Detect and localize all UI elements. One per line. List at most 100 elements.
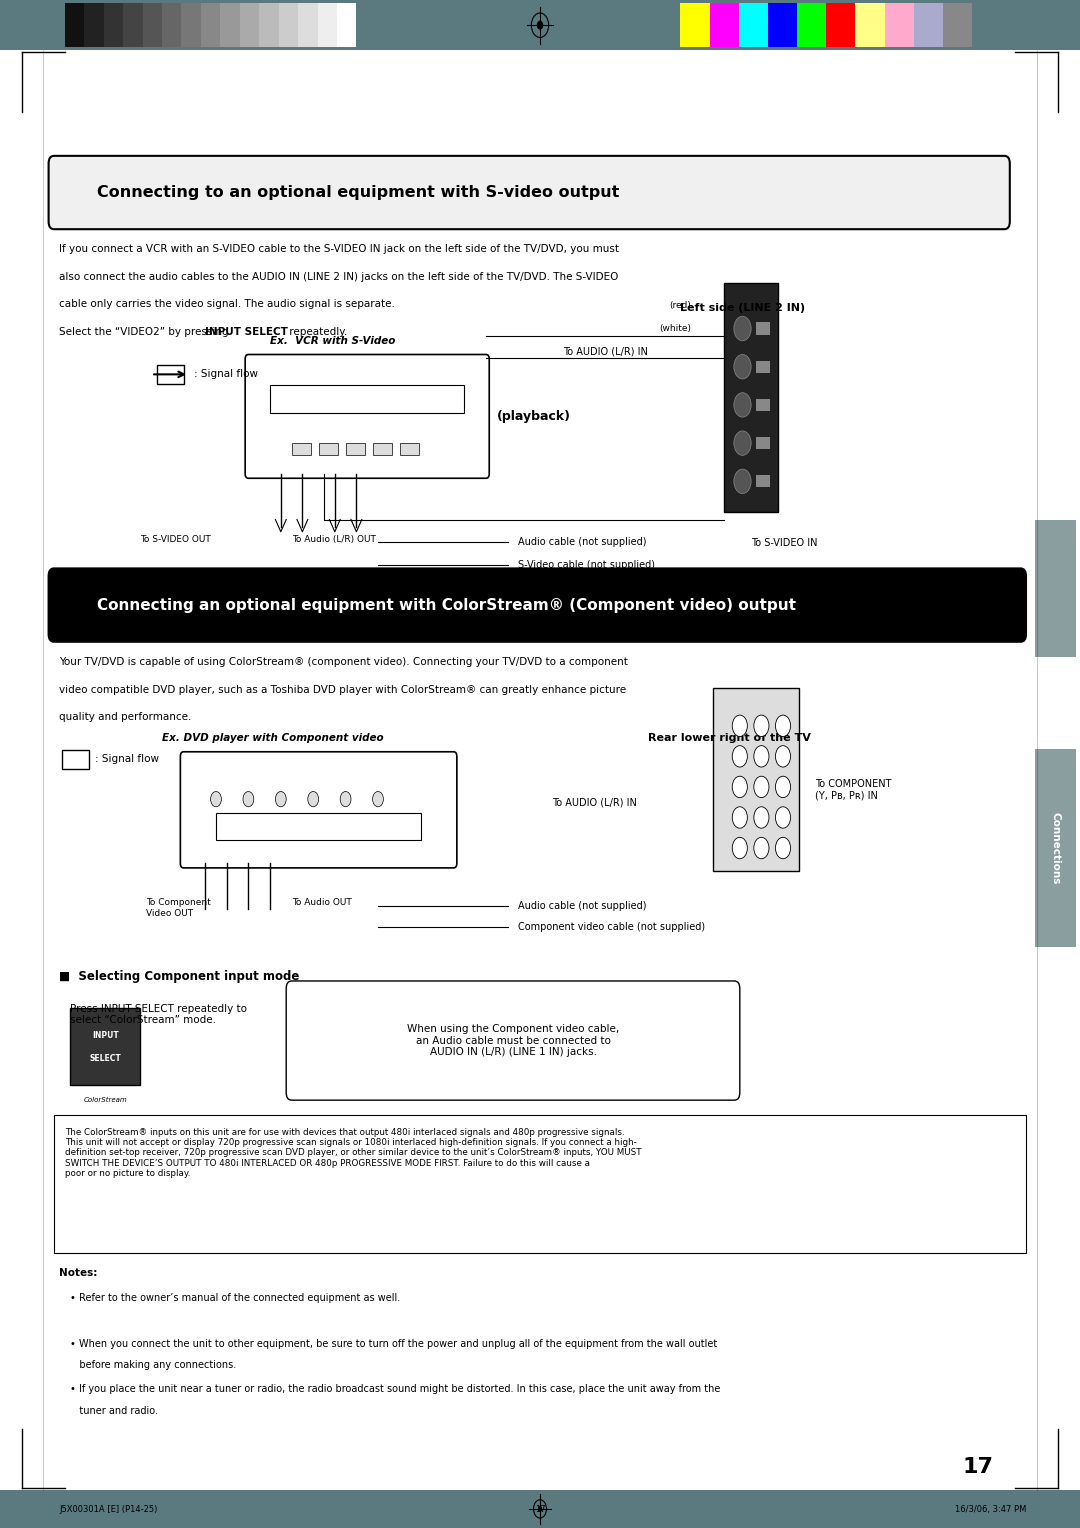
Text: To AUDIO (L/R) IN: To AUDIO (L/R) IN <box>552 798 637 807</box>
Bar <box>298 3 318 47</box>
FancyBboxPatch shape <box>245 354 489 478</box>
Text: Note: When the S-VIDEO cable and the standard video cable are connected at the s: Note: When the S-VIDEO cable and the sta… <box>59 588 681 597</box>
Text: Audio cable (not supplied): Audio cable (not supplied) <box>518 538 647 547</box>
Bar <box>373 443 392 455</box>
Bar <box>943 3 972 47</box>
Circle shape <box>734 469 752 494</box>
Text: To Audio OUT: To Audio OUT <box>292 898 351 908</box>
Circle shape <box>734 393 752 417</box>
Circle shape <box>275 792 286 807</box>
Bar <box>65 3 84 47</box>
Text: repeatedly.: repeatedly. <box>285 327 347 338</box>
Text: Press INPUT SELECT repeatedly to
select “ColorStream” mode.: Press INPUT SELECT repeatedly to select … <box>70 1004 247 1025</box>
Text: When using the Component video cable,
an Audio cable must be connected to
AUDIO : When using the Component video cable, an… <box>407 1024 619 1057</box>
Circle shape <box>775 776 791 798</box>
Text: • Refer to the owner’s manual of the connected equipment as well.: • Refer to the owner’s manual of the con… <box>70 1293 401 1303</box>
Bar <box>739 3 768 47</box>
Bar <box>143 3 162 47</box>
Bar <box>337 3 356 47</box>
Bar <box>914 3 943 47</box>
Text: Notes:: Notes: <box>59 1268 98 1279</box>
Circle shape <box>775 837 791 859</box>
Text: 17: 17 <box>535 1505 545 1514</box>
Text: (playback): (playback) <box>497 410 571 423</box>
Text: To Component
Video OUT: To Component Video OUT <box>146 898 211 918</box>
Text: • When you connect the unit to other equipment, be sure to turn off the power an: • When you connect the unit to other equ… <box>70 1339 717 1349</box>
Circle shape <box>734 354 752 379</box>
Text: Your TV/DVD is capable of using ColorStream® (component video). Connecting your : Your TV/DVD is capable of using ColorStr… <box>59 657 629 668</box>
Bar <box>84 3 104 47</box>
Circle shape <box>775 715 791 736</box>
Circle shape <box>734 316 752 341</box>
Bar <box>279 3 298 47</box>
Text: SELECT: SELECT <box>90 1054 121 1062</box>
Text: Left side (LINE 2 IN): Left side (LINE 2 IN) <box>680 303 806 313</box>
Bar <box>104 3 123 47</box>
Text: (white): (white) <box>659 324 691 333</box>
Circle shape <box>538 1507 542 1513</box>
Text: Select the “VIDEO2” by pressing: Select the “VIDEO2” by pressing <box>59 327 232 338</box>
Circle shape <box>734 431 752 455</box>
FancyBboxPatch shape <box>180 752 457 868</box>
Text: Ex. DVD player with Component video: Ex. DVD player with Component video <box>162 733 383 744</box>
Circle shape <box>211 792 221 807</box>
Bar <box>0 1490 1080 1528</box>
Circle shape <box>754 776 769 798</box>
Circle shape <box>732 746 747 767</box>
Text: Component video cable (not supplied): Component video cable (not supplied) <box>518 923 705 932</box>
Bar <box>680 3 710 47</box>
Bar <box>885 3 914 47</box>
Bar <box>756 437 770 449</box>
Text: Ex.  VCR with S-Video: Ex. VCR with S-Video <box>270 336 395 347</box>
Circle shape <box>308 792 319 807</box>
Circle shape <box>732 776 747 798</box>
Bar <box>797 3 826 47</box>
Bar <box>220 3 240 47</box>
Bar <box>62 750 89 769</box>
Text: INPUT SELECT: INPUT SELECT <box>204 327 287 338</box>
Bar <box>292 443 311 455</box>
Text: If you connect a VCR with an S-VIDEO cable to the S-VIDEO IN jack on the left si: If you connect a VCR with an S-VIDEO cab… <box>59 244 620 255</box>
Bar <box>855 3 885 47</box>
Text: before making any connections.: before making any connections. <box>70 1360 237 1371</box>
FancyBboxPatch shape <box>286 981 740 1100</box>
Text: tuner and radio.: tuner and radio. <box>70 1406 158 1416</box>
Circle shape <box>732 807 747 828</box>
Bar <box>756 475 770 487</box>
Text: also connect the audio cables to the AUDIO IN (LINE 2 IN) jacks on the left side: also connect the audio cables to the AUD… <box>59 272 619 283</box>
Text: (red): (red) <box>670 301 691 310</box>
Text: Connecting to an optional equipment with S-video output: Connecting to an optional equipment with… <box>97 185 620 200</box>
Circle shape <box>775 746 791 767</box>
Text: cable only carries the video signal. The audio signal is separate.: cable only carries the video signal. The… <box>59 299 395 310</box>
Circle shape <box>732 837 747 859</box>
Text: To AUDIO (L/R) IN: To AUDIO (L/R) IN <box>563 347 648 356</box>
Bar <box>318 3 337 47</box>
Text: To S-VIDEO OUT: To S-VIDEO OUT <box>140 535 212 544</box>
Bar <box>724 283 778 512</box>
Text: Audio cable (not supplied): Audio cable (not supplied) <box>518 902 647 911</box>
Text: • If you place the unit near a tuner or radio, the radio broadcast sound might b: • If you place the unit near a tuner or … <box>70 1384 720 1395</box>
Circle shape <box>732 715 747 736</box>
Circle shape <box>537 21 543 31</box>
Text: To COMPONENT
(Y, Pʙ, Pʀ) IN: To COMPONENT (Y, Pʙ, Pʀ) IN <box>815 779 892 801</box>
Bar <box>826 3 855 47</box>
Text: S-Video cable (not supplied): S-Video cable (not supplied) <box>518 561 656 570</box>
Text: : Signal flow: : Signal flow <box>95 755 159 764</box>
Text: J5X00301A [E] (P14-25): J5X00301A [E] (P14-25) <box>59 1505 158 1514</box>
Text: Connecting an optional equipment with ColorStream® (Component video) output: Connecting an optional equipment with Co… <box>97 597 796 613</box>
Text: Connections: Connections <box>1050 811 1061 885</box>
Bar <box>0 0 1080 50</box>
Bar <box>713 688 799 871</box>
Text: quality and performance.: quality and performance. <box>59 712 192 723</box>
Text: 17: 17 <box>962 1456 994 1478</box>
Bar <box>70 1008 140 1085</box>
Text: 16/3/06, 3:47 PM: 16/3/06, 3:47 PM <box>955 1505 1026 1514</box>
FancyBboxPatch shape <box>49 568 1026 642</box>
Bar <box>181 3 201 47</box>
Circle shape <box>754 715 769 736</box>
Text: ■  Selecting Component input mode: ■ Selecting Component input mode <box>59 970 300 984</box>
Bar <box>1035 520 1076 657</box>
Text: To S-VIDEO IN: To S-VIDEO IN <box>751 538 818 549</box>
Bar <box>768 3 797 47</box>
Circle shape <box>243 792 254 807</box>
